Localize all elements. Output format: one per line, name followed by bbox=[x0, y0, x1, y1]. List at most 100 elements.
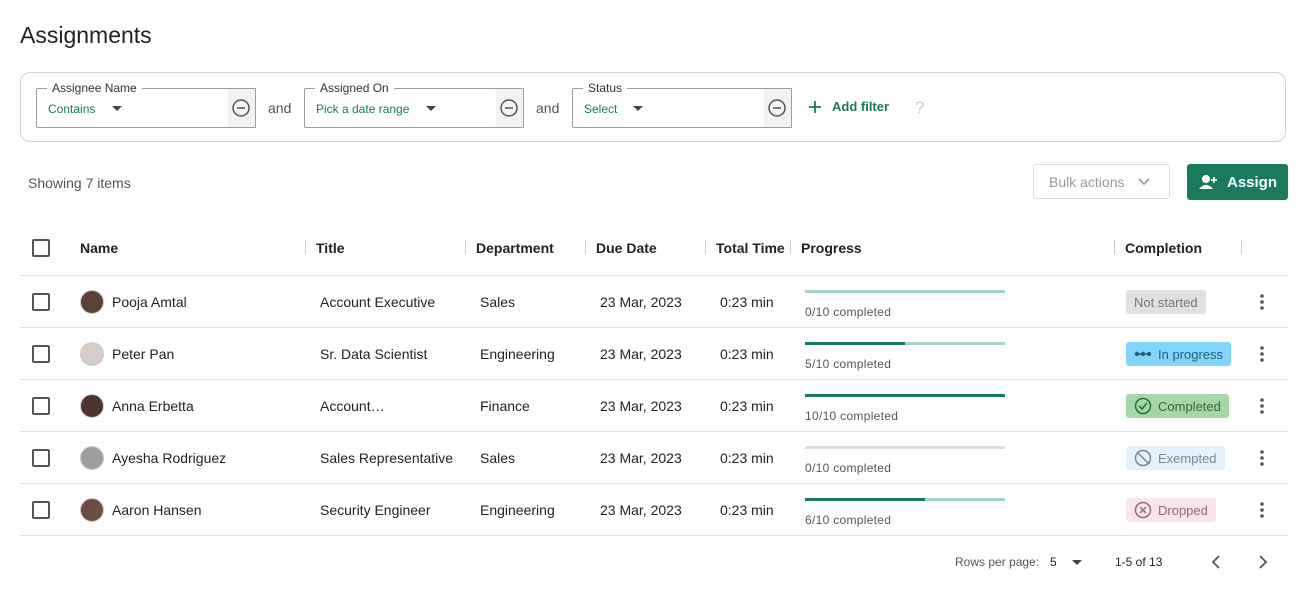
rows-per-page-label: Rows per page: bbox=[955, 555, 1040, 569]
progress-label: 10/10 completed bbox=[805, 409, 899, 423]
add-filter-label: Add filter bbox=[832, 99, 890, 114]
row-checkbox[interactable] bbox=[32, 345, 50, 363]
row-divider bbox=[20, 535, 1288, 536]
row-menu-button[interactable] bbox=[1255, 449, 1269, 467]
row-menu-button[interactable] bbox=[1255, 293, 1269, 311]
dropdown-caret bbox=[112, 106, 122, 111]
prev-page-button[interactable] bbox=[1210, 554, 1222, 570]
assignee-name: Anna Erbetta bbox=[112, 398, 194, 414]
row-divider bbox=[20, 431, 1288, 432]
department: Engineering bbox=[480, 502, 555, 518]
column-header: Progress bbox=[801, 240, 862, 256]
assignment-title: Sales Representative bbox=[320, 450, 454, 466]
status-badge: Not started bbox=[1126, 290, 1206, 314]
progress-track bbox=[805, 446, 1005, 449]
department: Finance bbox=[480, 398, 530, 414]
progress-fill bbox=[805, 342, 905, 345]
remove-filter-button[interactable] bbox=[228, 88, 256, 128]
status-badge: Exempted bbox=[1126, 446, 1225, 470]
filter-label: Assignee Name bbox=[47, 81, 142, 95]
page-title: Assignments bbox=[20, 22, 152, 48]
rows-per-page-caret[interactable] bbox=[1072, 560, 1082, 565]
row-menu-button[interactable] bbox=[1255, 397, 1269, 415]
progress-label: 0/10 completed bbox=[805, 305, 892, 319]
status-icon bbox=[1134, 501, 1152, 519]
filter-select[interactable]: Assignee Name Contains bbox=[36, 81, 229, 128]
status-label: Dropped bbox=[1158, 502, 1208, 518]
rows-per-page-value[interactable]: 5 bbox=[1050, 555, 1057, 569]
filter-select[interactable]: Assigned On Pick a date range bbox=[304, 81, 497, 128]
total-time: 0:23 min bbox=[720, 398, 774, 414]
next-page-button[interactable] bbox=[1257, 554, 1269, 570]
status-icon bbox=[1134, 449, 1152, 467]
progress-track bbox=[805, 290, 1005, 293]
row-menu-button[interactable] bbox=[1255, 501, 1269, 519]
due-date: 23 Mar, 2023 bbox=[600, 294, 682, 310]
add-filter-button[interactable]: Add filter bbox=[808, 99, 889, 114]
column-separator bbox=[585, 240, 586, 254]
status-icon bbox=[1134, 397, 1152, 415]
status-label: Completed bbox=[1158, 398, 1221, 414]
select-all-checkbox[interactable] bbox=[32, 239, 50, 257]
department: Sales bbox=[480, 450, 516, 466]
filter-value: Pick a date range bbox=[316, 102, 410, 116]
avatar bbox=[80, 446, 104, 470]
assignment-title: Account Executive bbox=[320, 294, 436, 310]
column-separator bbox=[1241, 240, 1242, 254]
filter-select[interactable]: Status Select bbox=[572, 81, 765, 128]
assignment-title: Sr. Data Scientist bbox=[320, 346, 428, 362]
row-checkbox[interactable] bbox=[32, 293, 50, 311]
column-header: Completion bbox=[1125, 240, 1202, 256]
bulk-actions-button[interactable]: Bulk actions bbox=[1033, 164, 1170, 199]
item-count: Showing 7 items bbox=[28, 175, 131, 191]
status-label: Not started bbox=[1134, 294, 1198, 310]
department: Engineering bbox=[480, 346, 555, 362]
add-person-icon bbox=[1198, 175, 1217, 189]
status-label: Exempted bbox=[1158, 450, 1217, 466]
chevron-down bbox=[1138, 177, 1151, 185]
progress-label: 0/10 completed bbox=[805, 461, 892, 475]
progress-fill bbox=[805, 498, 925, 501]
status-label: In progress bbox=[1158, 346, 1224, 362]
filter-label: Assigned On bbox=[315, 81, 394, 95]
progress-fill bbox=[805, 394, 1005, 397]
dropdown-caret bbox=[426, 106, 436, 111]
total-time: 0:23 min bbox=[720, 450, 774, 466]
avatar bbox=[80, 290, 104, 314]
assign-label: Assign bbox=[1226, 173, 1277, 191]
column-header: Title bbox=[316, 240, 345, 256]
assignment-title: Security Engineer bbox=[320, 502, 431, 518]
remove-filter-button[interactable] bbox=[764, 88, 792, 128]
row-menu-button[interactable] bbox=[1255, 345, 1269, 363]
filter-value: Select bbox=[584, 102, 618, 116]
column-header: Department bbox=[476, 240, 554, 256]
assignment-title: Account… bbox=[320, 398, 385, 414]
due-date: 23 Mar, 2023 bbox=[600, 502, 682, 518]
row-checkbox[interactable] bbox=[32, 501, 50, 519]
column-header: Due Date bbox=[596, 240, 657, 256]
progress-label: 5/10 completed bbox=[805, 357, 892, 371]
row-divider bbox=[20, 379, 1288, 380]
status-badge: Dropped bbox=[1126, 498, 1216, 522]
row-checkbox[interactable] bbox=[32, 449, 50, 467]
status-icon bbox=[1134, 351, 1152, 357]
row-divider bbox=[20, 483, 1288, 484]
filter-bar bbox=[20, 72, 1286, 142]
assign-button[interactable]: Assign bbox=[1187, 164, 1288, 200]
column-separator bbox=[790, 240, 791, 254]
assignee-name: Aaron Hansen bbox=[112, 502, 202, 518]
kebab-icon bbox=[1260, 294, 1264, 310]
due-date: 23 Mar, 2023 bbox=[600, 398, 682, 414]
due-date: 23 Mar, 2023 bbox=[600, 346, 682, 362]
kebab-icon bbox=[1260, 450, 1264, 466]
column-separator bbox=[1114, 240, 1115, 254]
filter-label: Status bbox=[583, 81, 628, 95]
row-checkbox[interactable] bbox=[32, 397, 50, 415]
department: Sales bbox=[480, 294, 516, 310]
help-icon[interactable]: ? bbox=[915, 98, 925, 117]
avatar bbox=[80, 342, 104, 366]
remove-filter-button[interactable] bbox=[496, 88, 524, 128]
minus-icon bbox=[500, 99, 518, 117]
filter-joiner: and bbox=[536, 100, 560, 116]
